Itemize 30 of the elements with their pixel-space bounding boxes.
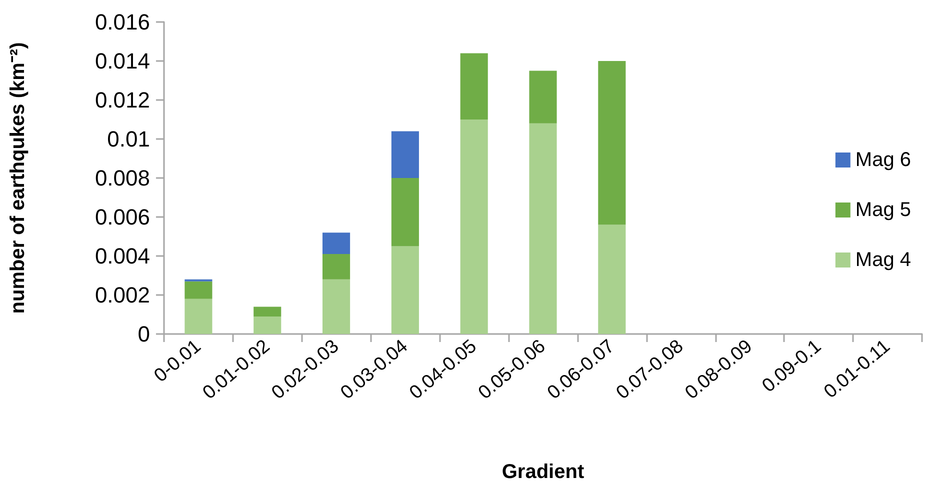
bar <box>598 224 626 334</box>
bar <box>598 61 626 225</box>
y-tick-label: 0.016 <box>94 10 150 34</box>
y-tick-label: 0.002 <box>94 282 150 308</box>
bar <box>460 120 488 334</box>
bar <box>254 306 282 316</box>
y-tick-label: 0.012 <box>94 88 150 112</box>
bar <box>529 70 557 124</box>
bar <box>391 131 419 178</box>
bar <box>322 279 350 334</box>
y-axis-title: number of earthqukes (km⁻²) <box>7 42 29 314</box>
bar <box>184 281 212 299</box>
bar <box>322 232 350 254</box>
y-tick-label: 0.014 <box>94 48 150 74</box>
bar <box>460 53 488 120</box>
legend-label: Mag 6 <box>855 149 912 171</box>
y-tick-label: 0 <box>138 322 150 346</box>
legend-label: Mag 5 <box>855 199 912 221</box>
y-tick-label: 0.008 <box>94 166 150 190</box>
bar <box>391 246 419 334</box>
bar <box>529 123 557 334</box>
y-tick-label: 0.004 <box>94 244 150 268</box>
bar <box>391 178 419 246</box>
bar <box>322 254 350 280</box>
y-tick-label: 0.006 <box>94 204 150 230</box>
bar <box>184 298 212 334</box>
y-tick-label: 0.01 <box>107 126 150 152</box>
x-axis-title: Gradient <box>502 461 584 483</box>
bar <box>254 316 282 334</box>
legend-label: Mag 4 <box>855 249 912 271</box>
